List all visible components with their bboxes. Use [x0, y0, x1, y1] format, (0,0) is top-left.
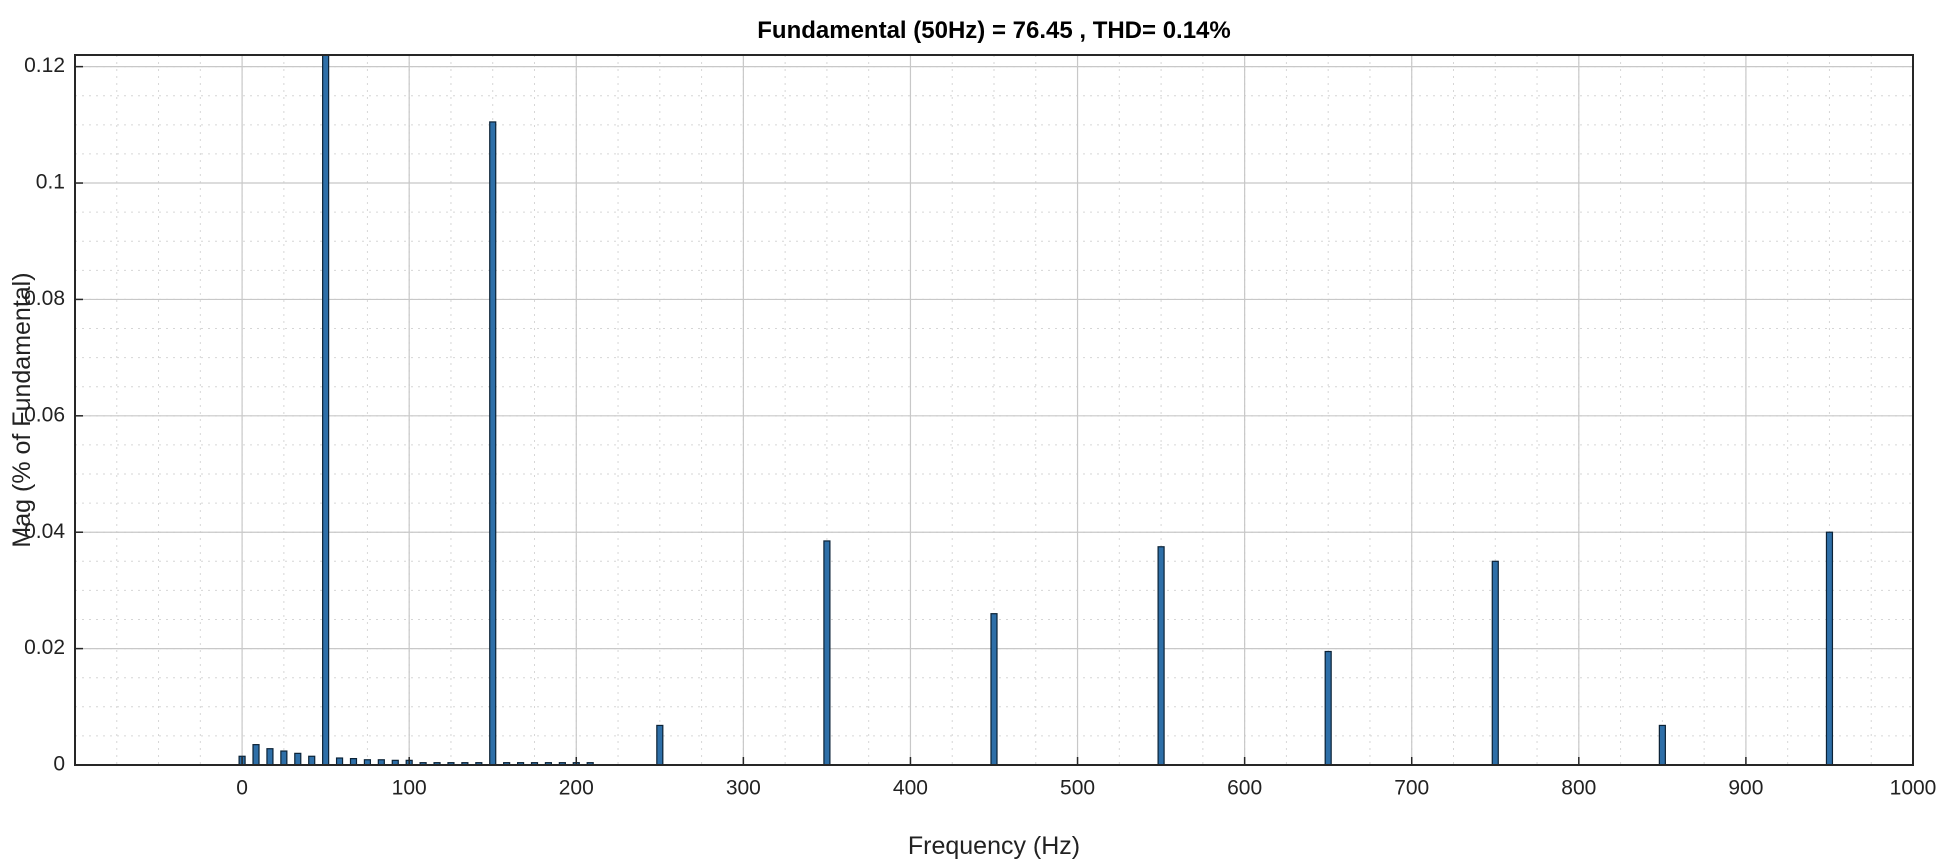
x-tick-label: 900: [1728, 776, 1763, 799]
y-tick-label: 0.1: [36, 171, 65, 194]
y-tick-label: 0: [53, 753, 65, 776]
bar-33hz: [294, 752, 302, 766]
x-tick-label: 500: [1060, 776, 1095, 799]
x-tick-label: 700: [1394, 776, 1429, 799]
bar-350hz: [823, 540, 831, 766]
x-tick-label: 800: [1561, 776, 1596, 799]
bar-750hz: [1491, 560, 1499, 766]
x-tick-label: 100: [392, 776, 427, 799]
bar-58hz: [335, 757, 344, 766]
x-tick-label: 200: [559, 776, 594, 799]
bars: [238, 54, 1834, 766]
x-tick-label: 0: [236, 776, 248, 799]
y-tick-label: 0.08: [24, 287, 65, 310]
bar-150hz: [489, 121, 497, 766]
chart-title: Fundamental (50Hz) = 76.45 , THD= 0.14%: [757, 17, 1231, 44]
ticks: 0 100 200 300 400 500 600 700 800 900 1000 0 0.02 0.0…: [24, 54, 1936, 799]
x-tick-label: 400: [893, 776, 928, 799]
y-tick-label: 0.06: [24, 403, 65, 426]
bar-25hz: [280, 750, 288, 766]
bar-850hz: [1658, 724, 1666, 766]
plot-frame: [74, 54, 1914, 766]
bar-50hz: [322, 54, 330, 766]
y-tick-label: 0.12: [24, 54, 65, 77]
x-tick-label: 1000: [1890, 776, 1937, 799]
bar-650hz: [1324, 650, 1332, 766]
bar-17hz: [266, 748, 274, 766]
y-tick-label: 0.04: [24, 520, 65, 543]
bar-250hz: [656, 724, 664, 766]
bar-450hz: [990, 613, 998, 766]
x-tick-label: 300: [726, 776, 761, 799]
bar-8hz: [252, 744, 260, 766]
x-tick-label: 600: [1227, 776, 1262, 799]
y-tick-label: 0.02: [24, 636, 65, 659]
x-axis-label: Frequency (Hz): [908, 832, 1080, 860]
bar-550hz: [1157, 546, 1165, 766]
bar-42hz: [308, 755, 316, 766]
bar-950hz: [1825, 531, 1834, 766]
grid-lines: [74, 55, 1914, 766]
y-axis-label: Mag (% of Fundamental): [8, 272, 36, 547]
